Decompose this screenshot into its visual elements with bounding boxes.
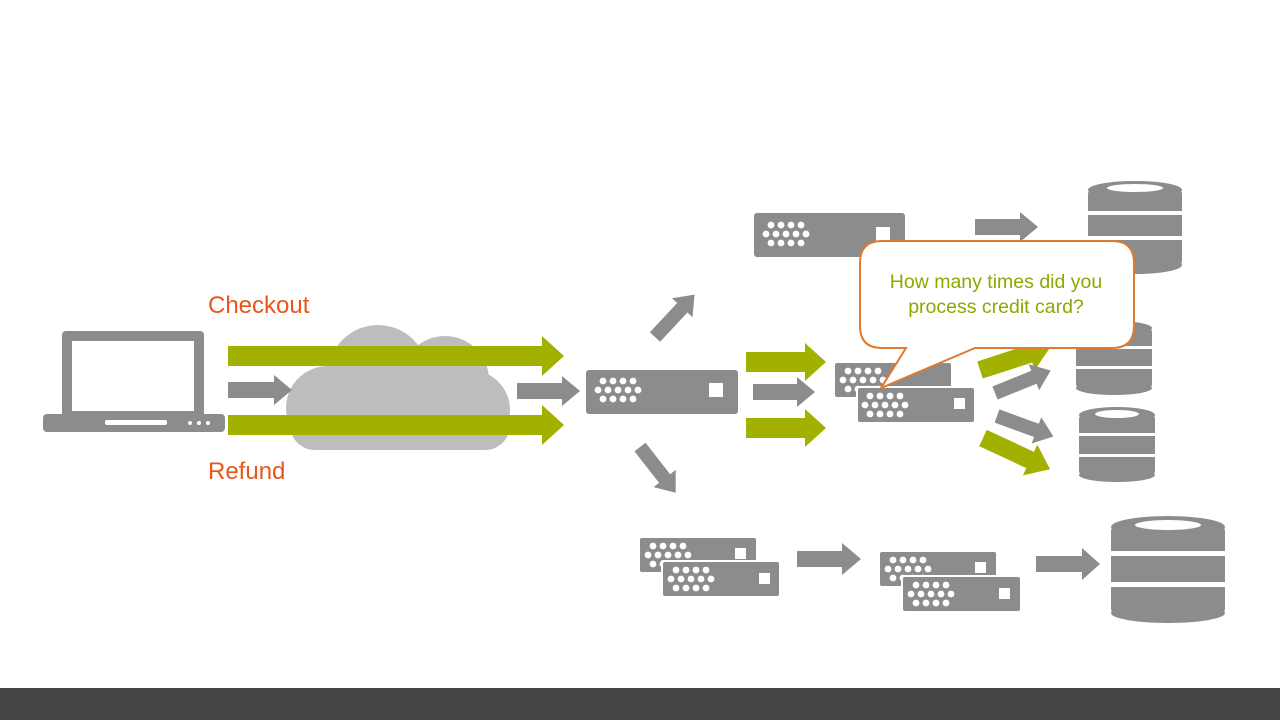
footer-bar xyxy=(0,688,1280,720)
server-icon xyxy=(661,560,781,598)
server-icon xyxy=(901,575,1022,613)
server-icon xyxy=(586,370,738,414)
arrow-icon xyxy=(746,343,826,381)
arrow-icon xyxy=(649,294,695,342)
database-icon xyxy=(1077,407,1157,482)
refund-label: Refund xyxy=(208,458,286,485)
arrow-icon xyxy=(975,212,1038,242)
arrow-icon xyxy=(979,429,1051,476)
arrow-icon xyxy=(994,409,1054,444)
database-icon xyxy=(1109,516,1227,623)
checkout-label: Checkout xyxy=(208,292,310,319)
arrow-icon xyxy=(1036,548,1100,580)
arrow-icon xyxy=(753,377,815,407)
speech-bubble xyxy=(859,240,1135,391)
arrow-icon xyxy=(634,442,676,493)
gray-arrow xyxy=(517,376,580,406)
arrow-icon xyxy=(797,543,861,575)
checkout-arrow xyxy=(228,336,564,376)
gray-arrow xyxy=(228,375,292,405)
arrow-icon xyxy=(992,364,1051,400)
arrow-icon xyxy=(746,409,826,447)
server-icon xyxy=(856,386,975,423)
callout-text: How many times did you process credit ca… xyxy=(889,271,1103,318)
refund-arrow xyxy=(228,405,564,445)
laptop-icon xyxy=(43,331,225,432)
